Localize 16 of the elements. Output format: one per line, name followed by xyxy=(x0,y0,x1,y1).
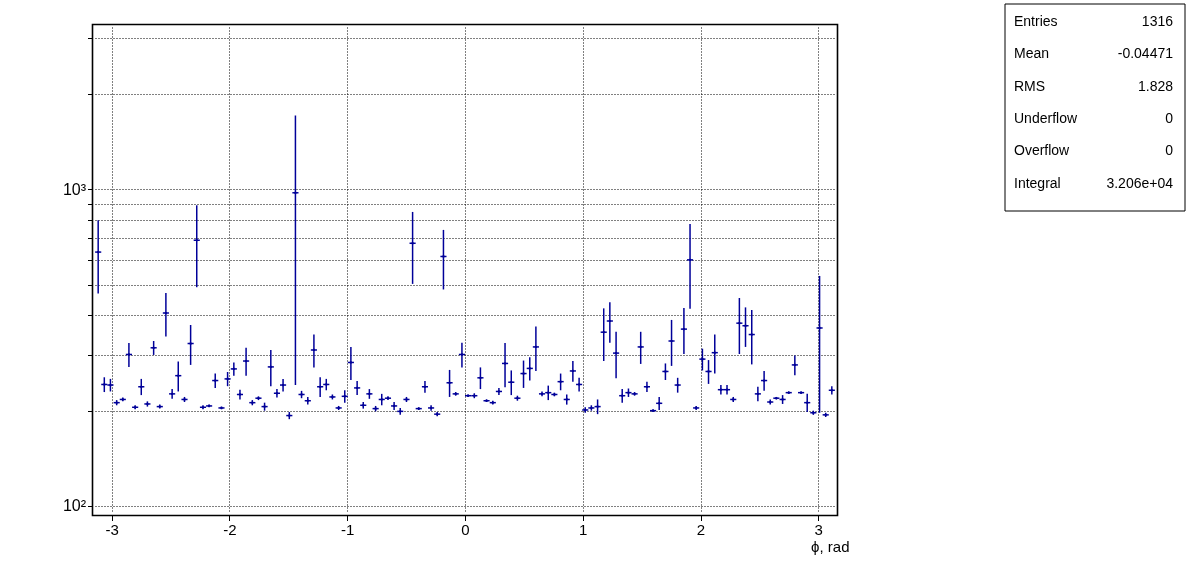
x-tick-label: -2 xyxy=(223,521,237,538)
text: Integral 3.206e+04 xyxy=(1014,174,1173,191)
x-tick-label: 3 xyxy=(814,521,823,538)
x-axis-title: ϕ, rad xyxy=(811,538,850,555)
text: Overflow 0 xyxy=(1014,142,1173,159)
text: Mean -0.04471 xyxy=(1014,45,1173,62)
y-tick-label: 10³ xyxy=(62,180,87,198)
x-tick-label: 0 xyxy=(461,521,470,538)
x-tick-label: -3 xyxy=(105,521,119,538)
text: Underflow 0 xyxy=(1014,109,1173,126)
x-tick-label: 2 xyxy=(696,521,706,538)
x-tick-label: -1 xyxy=(341,521,355,538)
y-tick-label: 10² xyxy=(62,497,87,515)
text: RMS 1.828 xyxy=(1014,77,1173,94)
text: Entries 1316 xyxy=(1014,13,1173,29)
x-tick-label: 1 xyxy=(579,521,588,538)
